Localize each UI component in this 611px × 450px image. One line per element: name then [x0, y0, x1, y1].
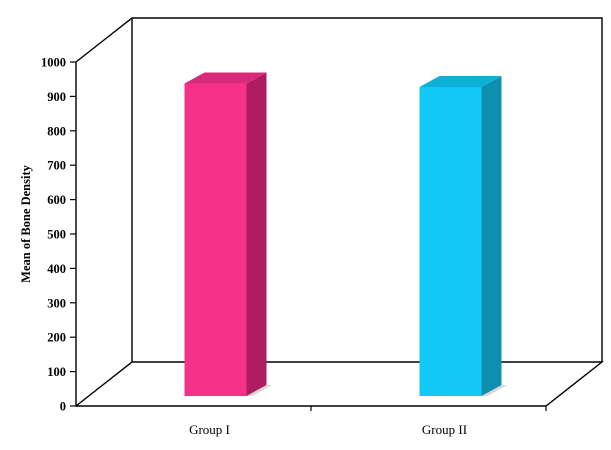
bar-front-face [419, 86, 482, 397]
bar-top-face [184, 72, 267, 84]
y-tick-label: 0 [60, 400, 66, 414]
y-tick-label: 1000 [41, 56, 66, 70]
bar-side-face [481, 75, 502, 397]
category-labels: Group I Group II [189, 406, 547, 437]
bar-side-face [246, 72, 267, 397]
bar-top-face [419, 75, 502, 87]
y-tick-label: 100 [47, 365, 66, 379]
y-tick-label: 400 [47, 262, 66, 276]
y-tick-label: 900 [47, 90, 66, 104]
y-tick-label: 500 [47, 228, 66, 242]
bar-front-face [184, 83, 247, 397]
y-axis-ticks: 0 100 200 300 400 500 600 700 800 900 1000 [41, 56, 76, 414]
left-wall-top-edge [75, 17, 133, 63]
back-wall [131, 17, 603, 362]
y-axis-title: Mean of Bone Density [19, 164, 33, 282]
y-tick-label: 300 [47, 296, 66, 310]
chart-frame [75, 17, 605, 407]
bar-group-i [184, 72, 273, 397]
x-category-label: Group II [422, 422, 467, 437]
y-tick-label: 800 [47, 124, 66, 138]
y-tick-label: 200 [47, 331, 66, 345]
bar-group-ii [419, 75, 508, 397]
y-tick-label: 700 [47, 159, 66, 173]
y-tick-label: 600 [47, 193, 66, 207]
floor [75, 361, 605, 407]
x-category-label: Group I [189, 422, 230, 437]
bars [184, 72, 508, 397]
